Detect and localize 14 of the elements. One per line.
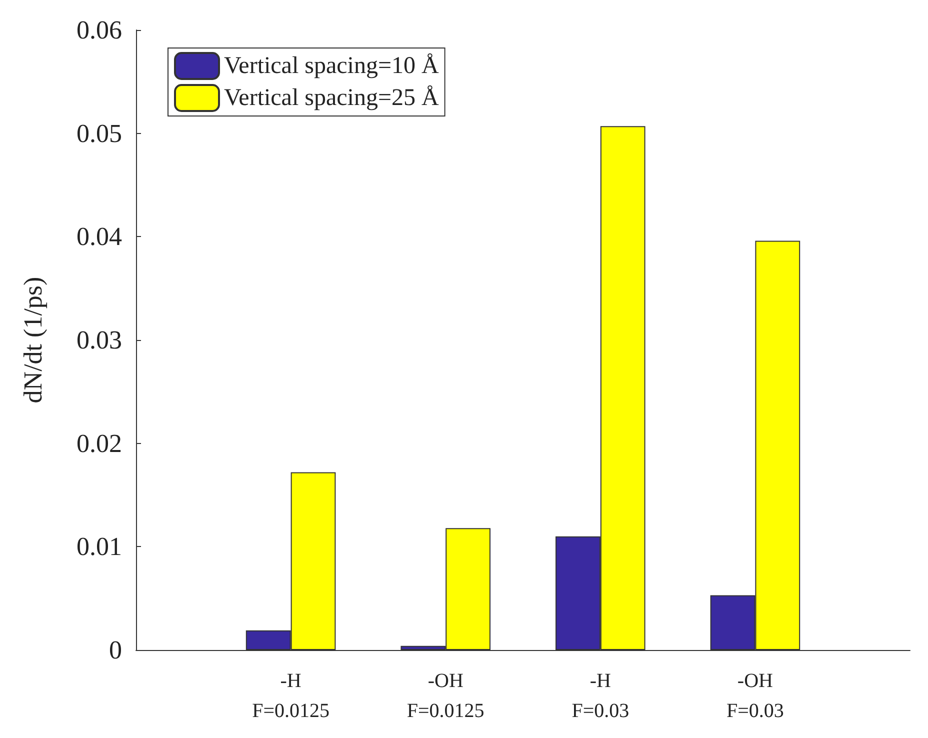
x-tick-label: -OH F=0.0125 [406, 670, 484, 722]
y-tick-label: 0.03 [76, 326, 122, 354]
y-tick-label: 0.06 [76, 16, 122, 44]
y-tick-label: 0.05 [76, 118, 122, 148]
x-tick-label: -H F=0.0125 [252, 670, 330, 722]
y-tick-label: 0.04 [76, 222, 122, 252]
y-axis-title: dN/dt (1/ps) [18, 276, 48, 404]
y-tick-label: 0 [109, 636, 122, 664]
y-tick-label: 0.02 [76, 428, 122, 458]
legend-label: Vertical spacing=10 Å [224, 53, 440, 79]
x-tick-label: -OH F=0.03 [726, 670, 784, 722]
x-tick-label: -H F=0.03 [572, 670, 630, 722]
legend-label: Vertical spacing=25 Å [224, 85, 440, 111]
y-tick-label: 0.01 [76, 532, 122, 562]
